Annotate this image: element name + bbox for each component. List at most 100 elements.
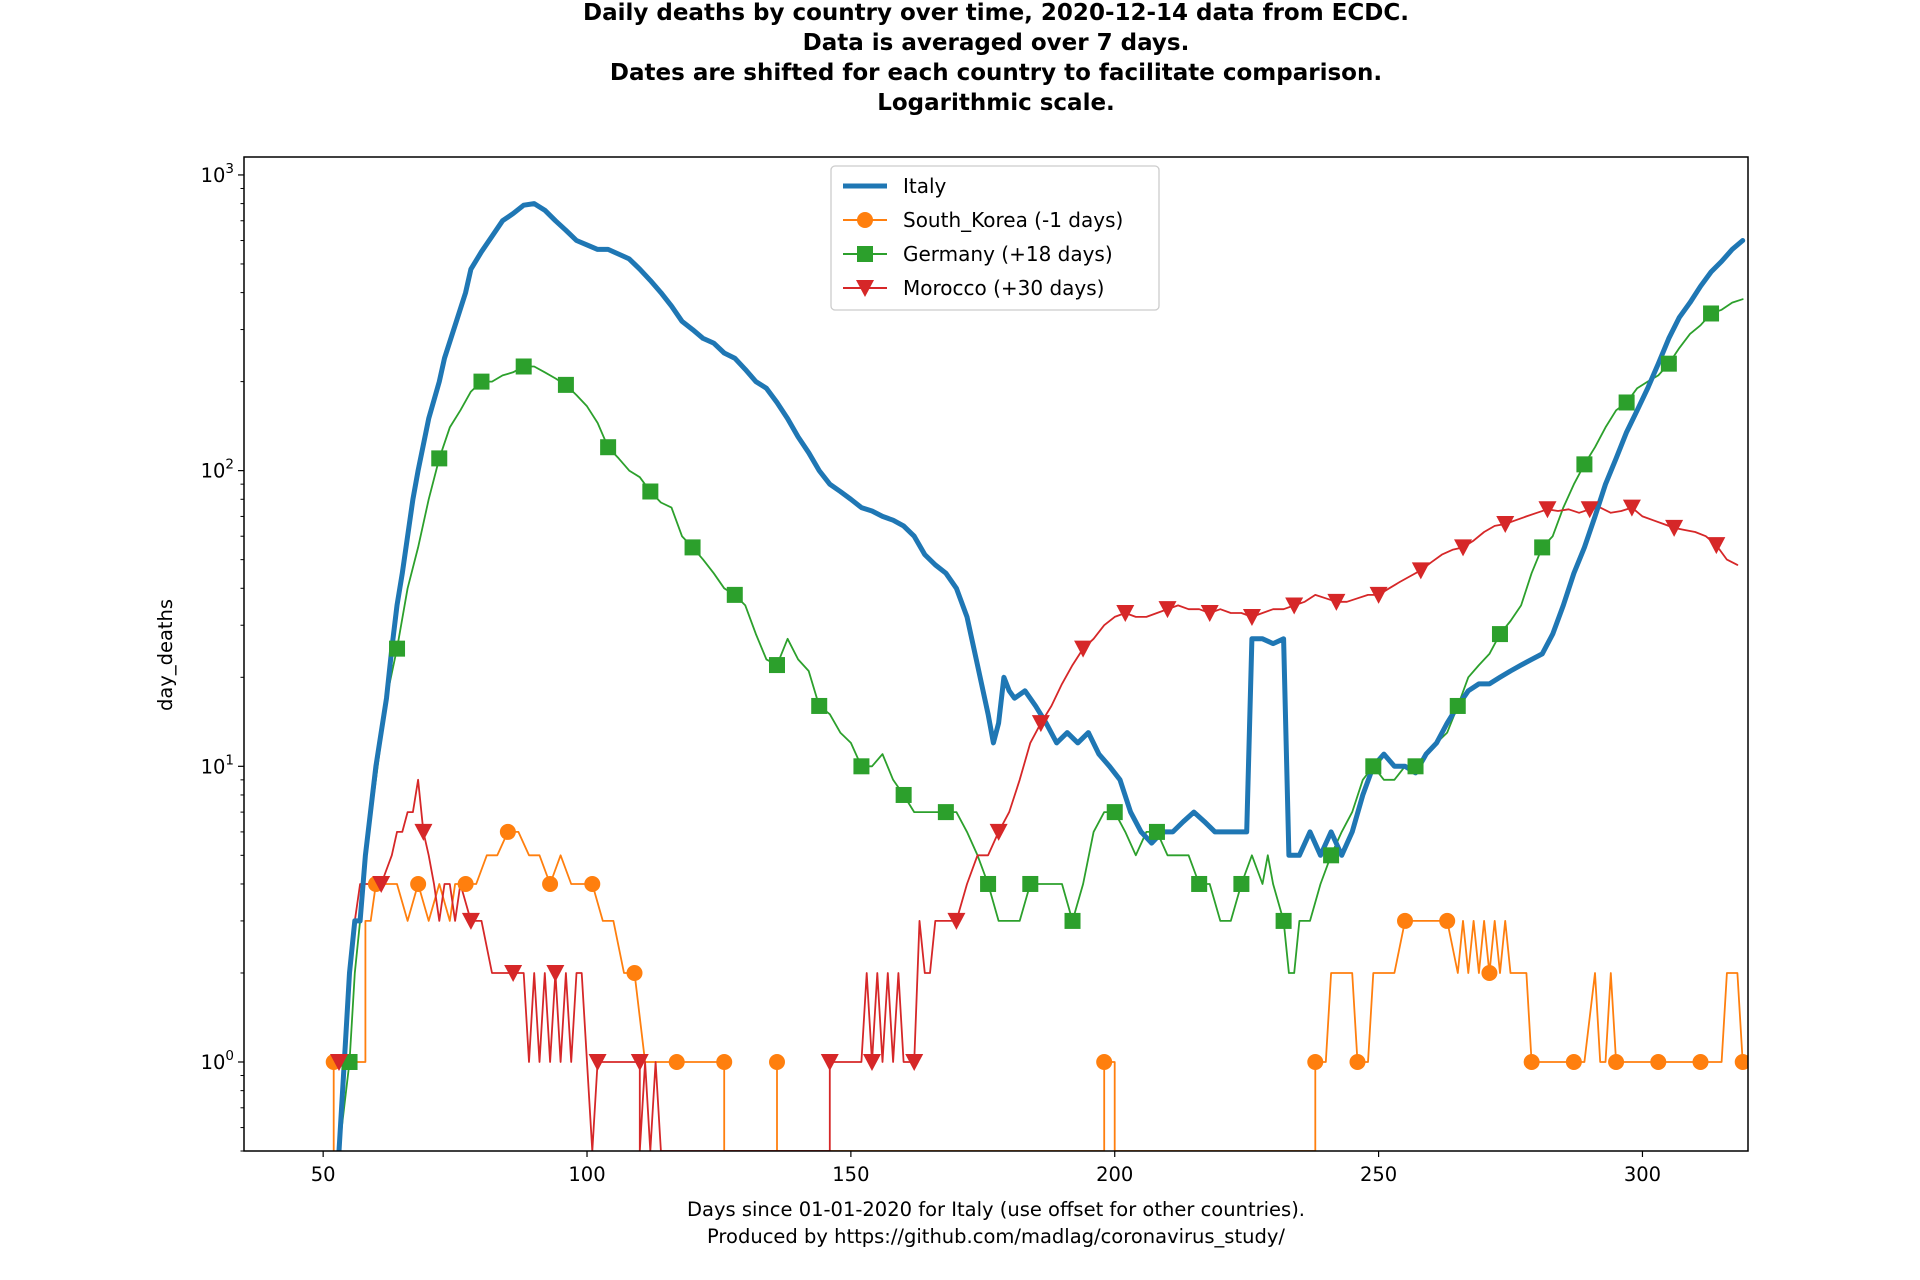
series-2-marker bbox=[1064, 912, 1081, 929]
series-2-marker bbox=[515, 358, 532, 375]
series-3-marker bbox=[329, 1053, 348, 1071]
series-1-marker bbox=[542, 875, 559, 892]
series-1-marker bbox=[1565, 1053, 1582, 1070]
series-1-marker bbox=[626, 964, 643, 981]
series-3-marker bbox=[504, 964, 523, 982]
legend-label-2: Germany (+18 days) bbox=[903, 242, 1113, 266]
series-2-marker bbox=[980, 875, 997, 892]
series-3-marker bbox=[1665, 519, 1684, 537]
series-1-marker bbox=[1307, 1053, 1324, 1070]
series-3-marker bbox=[1285, 597, 1304, 615]
plot-frame bbox=[243, 156, 1749, 1152]
legend-marker-2 bbox=[857, 246, 873, 262]
x-axis-label: Days since 01-01-2020 for Italy (use off… bbox=[687, 1198, 1305, 1248]
series-2-marker bbox=[726, 586, 743, 603]
series-3-marker bbox=[820, 1053, 839, 1071]
series-3-marker bbox=[1622, 499, 1641, 517]
series-1-marker bbox=[1650, 1053, 1667, 1070]
series-3-marker bbox=[372, 875, 391, 893]
series-2-marker bbox=[1407, 758, 1424, 775]
series-2-marker bbox=[431, 450, 448, 467]
series-2-marker bbox=[853, 758, 870, 775]
series-1-marker bbox=[584, 875, 601, 892]
legend-box bbox=[830, 165, 1160, 311]
x-tick-label: 250 bbox=[1360, 1163, 1397, 1186]
series-1-marker bbox=[1096, 1053, 1113, 1070]
series-1-marker bbox=[668, 1053, 685, 1070]
series-2-marker bbox=[389, 640, 406, 657]
series-2-marker bbox=[1275, 912, 1292, 929]
series-2-marker bbox=[1233, 875, 1250, 892]
series-line-3 bbox=[338, 506, 1739, 1151]
series-line-0 bbox=[336, 201, 1746, 1151]
chart-title-line-4: Logarithmic scale. bbox=[877, 90, 1115, 116]
series-3-marker bbox=[989, 823, 1008, 841]
series-1-marker bbox=[1608, 1053, 1625, 1070]
chart-title: Daily deaths by country over time, 2020-… bbox=[583, 0, 1409, 116]
series-2-marker bbox=[811, 697, 828, 714]
series-3-marker bbox=[1242, 608, 1261, 626]
series-3-marker bbox=[1200, 604, 1219, 622]
legend: Italy South_Korea (-1 days) Germany (+18 d… bbox=[830, 165, 1160, 311]
series-1-marker bbox=[457, 875, 474, 892]
series-2-marker bbox=[1323, 847, 1340, 864]
series-2-marker bbox=[768, 657, 785, 674]
series-3-marker bbox=[1327, 593, 1346, 611]
series-3-marker bbox=[1538, 501, 1557, 519]
series-2-marker bbox=[1576, 456, 1593, 473]
series-3-marker bbox=[947, 912, 966, 930]
series-2-marker bbox=[1365, 758, 1382, 775]
series-2-marker bbox=[1491, 626, 1508, 643]
series-1-marker bbox=[499, 823, 516, 840]
series-2-marker bbox=[1660, 355, 1677, 372]
series-3-marker bbox=[1074, 640, 1093, 658]
series-1-marker bbox=[1349, 1053, 1366, 1070]
series-2-marker bbox=[1449, 697, 1466, 714]
series-3-marker bbox=[1116, 604, 1135, 622]
x-tick-label: 300 bbox=[1624, 1163, 1661, 1186]
legend-marker-1 bbox=[857, 212, 873, 228]
series-2-marker bbox=[557, 376, 574, 393]
y-axis: 100 101 102 103 bbox=[201, 161, 244, 1152]
series-3-marker bbox=[588, 1053, 607, 1071]
series-2-marker bbox=[1022, 875, 1039, 892]
series-2-marker bbox=[1618, 394, 1635, 411]
legend-label-1: South_Korea (-1 days) bbox=[903, 208, 1123, 232]
series-2-marker bbox=[473, 373, 490, 390]
x-tick-label: 200 bbox=[1096, 1163, 1133, 1186]
series-1-marker bbox=[410, 875, 427, 892]
series-2-marker bbox=[1191, 875, 1208, 892]
plot-area bbox=[243, 156, 1749, 1152]
chart-title-line-1: Daily deaths by country over time, 2020-… bbox=[583, 0, 1409, 26]
legend-marker-3 bbox=[856, 280, 874, 297]
series-3-marker bbox=[630, 1053, 649, 1071]
series-2-marker bbox=[684, 539, 701, 556]
y-tick-label: 103 bbox=[201, 161, 234, 187]
x-tick-label: 100 bbox=[568, 1163, 605, 1186]
series-1-marker bbox=[1439, 912, 1456, 929]
y-tick-label: 102 bbox=[201, 457, 234, 483]
series-1-marker bbox=[1523, 1053, 1540, 1070]
x-tick-label: 50 bbox=[311, 1163, 336, 1186]
series-3-marker bbox=[1496, 515, 1515, 533]
series-3-marker bbox=[905, 1053, 924, 1071]
series-2-marker bbox=[895, 786, 912, 803]
x-axis-label-line-2: Produced by https://github.com/madlag/co… bbox=[707, 1225, 1285, 1248]
series-3-marker bbox=[1580, 501, 1599, 519]
series-1-marker bbox=[768, 1053, 785, 1070]
chart-title-line-2: Data is averaged over 7 days. bbox=[803, 30, 1190, 56]
series-3-marker bbox=[546, 964, 565, 982]
chart-title-line-3: Dates are shifted for each country to fa… bbox=[610, 60, 1382, 86]
series-3-marker bbox=[1411, 562, 1430, 580]
marker-layer bbox=[325, 305, 1748, 1071]
series-2-marker bbox=[600, 439, 617, 456]
series-1-marker bbox=[1734, 1053, 1748, 1070]
series-line-1 bbox=[332, 831, 1744, 1151]
series-2-marker bbox=[1534, 539, 1551, 556]
series-3-marker bbox=[1454, 539, 1473, 557]
y-axis-label: day_deaths bbox=[154, 599, 177, 711]
y-tick-label: 101 bbox=[201, 752, 234, 778]
x-axis-label-line-1: Days since 01-01-2020 for Italy (use off… bbox=[687, 1198, 1305, 1221]
series-3-marker bbox=[1158, 601, 1177, 619]
